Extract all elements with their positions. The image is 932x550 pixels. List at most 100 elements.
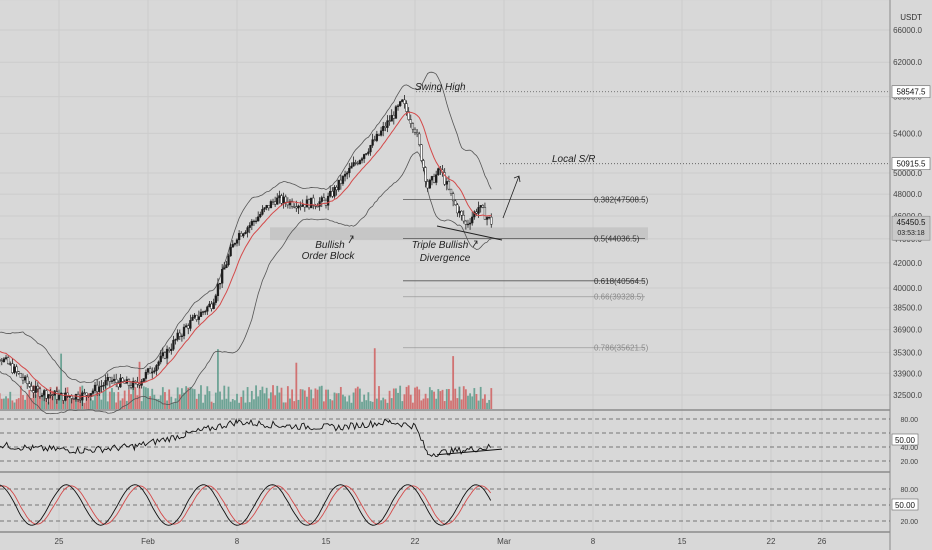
candle-body — [242, 233, 245, 237]
candle-body — [278, 195, 281, 199]
volume-bar — [306, 396, 308, 409]
price-axis[interactable]: USDT66000.062000.058000.054000.050000.04… — [891, 13, 931, 526]
volume-bar — [128, 389, 130, 409]
candle-body — [138, 383, 141, 386]
time-tick: 26 — [817, 537, 826, 546]
last-price-badge-bg — [891, 215, 931, 241]
volume-bar — [420, 400, 423, 409]
volume-bar — [293, 401, 296, 409]
candle-body — [432, 176, 436, 183]
volume-bar — [378, 386, 380, 409]
volume-bar — [272, 385, 274, 409]
candle-body — [460, 210, 463, 216]
rsi-tick: 80.00 — [900, 417, 918, 424]
candle-body — [312, 197, 315, 206]
volume-bar — [62, 398, 65, 409]
price-tick: 66000.0 — [893, 26, 922, 35]
volume-bar — [231, 399, 234, 409]
time-tick: Mar — [497, 537, 511, 546]
volume-bar — [26, 394, 29, 409]
volume-bar — [484, 394, 486, 409]
volume-bar — [197, 393, 200, 409]
candle-body — [74, 394, 78, 400]
candle-body — [21, 377, 25, 381]
candle-body — [392, 114, 395, 119]
volume-bar — [34, 394, 37, 409]
volume-bar — [176, 387, 179, 409]
volume-bar — [0, 393, 1, 409]
volume-bar — [365, 400, 368, 409]
volume-bar — [41, 400, 43, 409]
volume-bar — [280, 387, 283, 409]
fib-label: 0.786(35621.5) — [594, 344, 649, 353]
local-sr-badge-bg — [891, 157, 931, 170]
volume-bar — [134, 387, 137, 409]
local-sr-badge: 50915.5 — [897, 160, 926, 169]
candle-body — [443, 172, 446, 185]
volume-bar — [350, 402, 353, 409]
rsi-divergence-line — [436, 448, 503, 456]
candle-body — [237, 233, 241, 241]
volume-bar — [401, 401, 404, 409]
candle-body — [159, 355, 162, 363]
candle-body — [227, 255, 230, 265]
price-tick: 54000.0 — [893, 129, 922, 138]
volume-bar — [219, 391, 221, 409]
candle-body — [280, 195, 283, 204]
volume-bar — [282, 402, 285, 409]
volume-bar — [479, 386, 482, 409]
time-tick: Feb — [141, 537, 155, 546]
candle-body — [390, 114, 393, 122]
stoch-rsi-pane — [0, 484, 890, 526]
candle-body — [422, 160, 425, 168]
candle-body — [225, 264, 228, 268]
volume-bar — [382, 397, 385, 409]
candle-body — [479, 205, 482, 208]
volume-bar — [450, 400, 452, 409]
candle-body — [28, 383, 31, 387]
candle-body — [386, 120, 389, 128]
candle-body — [299, 205, 302, 208]
volume-bar — [289, 398, 291, 409]
time-tick: 8 — [235, 537, 240, 546]
divergence-arrow — [472, 240, 478, 248]
candle-body — [369, 145, 372, 153]
candle-body — [195, 314, 198, 320]
volume-bar — [437, 389, 440, 409]
volume-bar — [142, 386, 145, 409]
volume-bar — [189, 386, 192, 409]
fib-levels: 0.382(47508.5) 0.5(44036.5) 0.618(40564.5)… — [403, 91, 890, 353]
candle-body — [271, 201, 275, 203]
time-axis[interactable]: 25 Feb 8 15 22 Mar 8 15 22 26 — [55, 537, 827, 546]
countdown-badge: 03:53:18 — [897, 230, 924, 237]
volume-bar — [263, 393, 266, 409]
candle-body — [409, 119, 412, 124]
candle-body — [146, 368, 150, 373]
candle-body — [129, 385, 133, 388]
candle-body — [34, 385, 37, 393]
volume-bar — [221, 399, 224, 409]
candle-body — [382, 126, 385, 132]
volume-bar — [58, 396, 60, 409]
volume-bar — [435, 398, 438, 409]
volume-bar — [314, 388, 317, 409]
volume-bar — [348, 395, 351, 409]
candle-body — [388, 120, 391, 122]
volume-bar — [212, 402, 215, 409]
candle-body — [115, 378, 118, 383]
volume-bar — [236, 393, 238, 409]
candle-body — [424, 167, 427, 182]
candle-body — [193, 314, 196, 318]
candle-body — [339, 179, 342, 184]
swing-high-badge: 58547.5 — [897, 88, 926, 97]
volume-bar — [208, 391, 211, 409]
candle-body — [263, 207, 266, 210]
candle-body — [488, 216, 491, 219]
candle-body — [108, 377, 112, 382]
candle-body — [187, 325, 190, 329]
candle-body — [468, 222, 472, 225]
volume-bar — [106, 401, 109, 409]
candle-body — [127, 379, 131, 386]
volume-bar — [195, 398, 198, 409]
